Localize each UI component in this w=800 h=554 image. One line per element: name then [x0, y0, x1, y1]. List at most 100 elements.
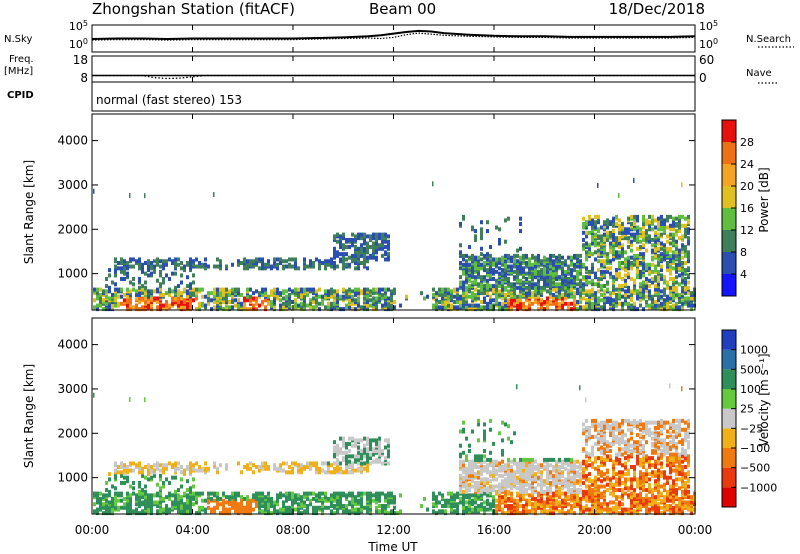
echo-cell: [660, 241, 663, 246]
echo-cell: [366, 300, 369, 305]
echo-cell: [582, 296, 585, 301]
echo-cell: [573, 495, 576, 500]
echo-cell: [471, 459, 474, 464]
echo-cell: [195, 491, 198, 496]
echo-cell: [330, 493, 333, 498]
echo-cell: [606, 234, 609, 239]
echo-cell: [483, 253, 486, 258]
echo-cell: [294, 264, 297, 269]
echo-cell: [684, 296, 687, 301]
echo-cell: [522, 266, 525, 271]
echo-cell: [597, 422, 600, 427]
echo-cell: [573, 470, 576, 475]
echo-cell: [468, 482, 471, 487]
echo-cell: [189, 285, 192, 290]
echo-cell: [348, 459, 351, 464]
echo-cell: [564, 466, 567, 471]
echo-cell: [279, 463, 282, 468]
echo-cell: [615, 250, 618, 255]
echo-cell: [333, 470, 336, 475]
echo-cell: [363, 291, 366, 296]
echo-cell: [567, 480, 570, 485]
echo-cell: [210, 291, 213, 296]
echo-cell: [237, 505, 240, 510]
echo-cell: [606, 280, 609, 285]
echo-cell: [642, 221, 645, 226]
echo-cell: [510, 475, 513, 480]
echo-cell: [141, 491, 144, 496]
echo-cell: [525, 260, 528, 265]
echo-cell: [495, 300, 498, 305]
echo-cell: [468, 262, 471, 267]
echo-cell: [603, 269, 606, 274]
echo-cell: [108, 273, 111, 278]
echo-cell: [669, 264, 672, 269]
echo-cell: [279, 303, 282, 308]
echo-cell: [498, 284, 501, 289]
echo-cell: [555, 498, 558, 503]
echo-cell: [588, 433, 591, 438]
echo-cell: [159, 473, 162, 478]
echo-cell: [273, 305, 276, 310]
echo-cell: [498, 496, 501, 501]
echo-cell: [672, 303, 675, 308]
echo-cell: [114, 269, 117, 274]
echo-cell: [180, 266, 183, 271]
echo-cell: [348, 262, 351, 267]
echo-cell: [519, 294, 522, 299]
echo-cell: [480, 457, 483, 462]
echo-cell: [318, 491, 321, 496]
echo-cell: [126, 300, 129, 305]
echo-cell: [102, 307, 105, 312]
echo-cell: [591, 434, 594, 439]
echo-cell: [654, 278, 657, 283]
echo-cell: [636, 275, 639, 280]
echo-cell: [372, 245, 375, 250]
echo-cell: [168, 461, 171, 466]
echo-cell: [183, 305, 186, 310]
echo-cell: [492, 473, 495, 478]
echo-cell: [126, 271, 129, 276]
echo-cell: [588, 457, 591, 462]
echo-cell: [531, 457, 534, 462]
echo-cell: [528, 493, 531, 498]
echo-cell: [477, 266, 480, 271]
echo-cell: [393, 287, 396, 292]
echo-cell: [477, 282, 480, 287]
echo-cell: [225, 507, 228, 512]
echo-cell: [633, 253, 636, 258]
echo-cell: [267, 496, 270, 501]
echo-cell: [594, 479, 597, 484]
echo-cell: [525, 509, 528, 514]
echo-cell: [381, 292, 384, 297]
echo-cell: [375, 232, 378, 237]
echo-cell: [588, 246, 591, 251]
echo-cell: [582, 459, 585, 464]
echo-cell: [123, 298, 126, 303]
echo-cell: [207, 291, 210, 296]
echo-cell: [687, 266, 690, 271]
echo-cell: [177, 303, 180, 308]
echo-cell: [183, 509, 186, 514]
echo-cell: [369, 495, 372, 500]
echo-cell: [441, 493, 444, 498]
echo-cell: [594, 241, 597, 246]
echo-cell: [462, 459, 465, 464]
echo-cell: [426, 507, 429, 512]
echo-cell: [264, 507, 267, 512]
echo-cell: [510, 255, 513, 260]
echo-cell: [669, 232, 672, 237]
echo-cell: [384, 250, 387, 255]
echo-cell: [600, 234, 603, 239]
echo-cell: [465, 454, 468, 459]
echo-cell: [108, 289, 111, 294]
echo-cell: [330, 291, 333, 296]
echo-cell: [324, 470, 327, 475]
echo-cell: [153, 269, 156, 274]
echo-cell: [195, 461, 198, 466]
echo-cell: [345, 464, 348, 469]
echo-cell: [618, 250, 621, 255]
echo-cell: [147, 477, 150, 482]
echo-cell: [528, 498, 531, 503]
